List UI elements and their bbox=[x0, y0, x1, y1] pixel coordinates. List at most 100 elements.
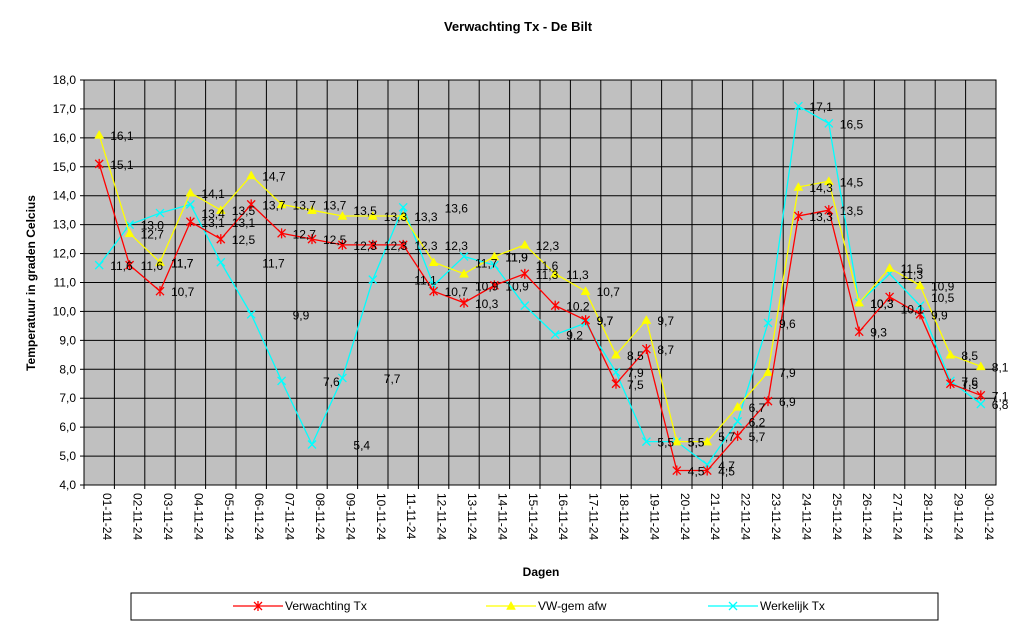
x-tick-label: 23-11-24 bbox=[769, 493, 783, 540]
data-label: 11,6 bbox=[536, 259, 559, 273]
x-tick-label: 27-11-24 bbox=[891, 493, 905, 540]
x-tick-label: 12-11-24 bbox=[435, 493, 449, 540]
legend-item: VW-gem afw bbox=[486, 599, 607, 613]
data-point bbox=[611, 367, 621, 377]
data-point bbox=[854, 326, 864, 337]
data-point bbox=[520, 301, 530, 311]
data-point bbox=[367, 210, 378, 220]
data-point bbox=[216, 257, 226, 267]
data-point bbox=[520, 268, 530, 279]
data-point bbox=[429, 286, 439, 297]
data-label: 5,5 bbox=[688, 436, 705, 450]
data-label: 5,5 bbox=[657, 436, 674, 450]
y-axis-title: Temperatuur in graden Celcius bbox=[24, 195, 38, 371]
data-point bbox=[793, 210, 803, 221]
data-label: 12,3 bbox=[384, 239, 408, 253]
data-point bbox=[915, 301, 925, 311]
data-label: 11,7 bbox=[171, 256, 194, 270]
x-tick-label: 17-11-24 bbox=[587, 493, 601, 540]
y-tick-label: 5,0 bbox=[59, 449, 76, 463]
data-label: 11,9 bbox=[505, 250, 528, 264]
data-label: 10,9 bbox=[931, 279, 955, 293]
data-label: 12,3 bbox=[536, 239, 560, 253]
data-point bbox=[246, 199, 256, 210]
data-point bbox=[155, 208, 165, 218]
data-point bbox=[824, 205, 834, 216]
data-label: 10,3 bbox=[870, 297, 894, 311]
x-tick-label: 08-11-24 bbox=[313, 493, 327, 540]
data-label: 10,1 bbox=[901, 303, 925, 317]
data-point bbox=[489, 280, 499, 291]
data-label: 13,3 bbox=[809, 210, 833, 224]
x-tick-label: 22-11-24 bbox=[739, 493, 753, 540]
data-label: 17,1 bbox=[809, 100, 833, 114]
data-label: 10,3 bbox=[870, 297, 894, 311]
y-tick-label: 13,0 bbox=[53, 218, 77, 232]
data-label: 6,8 bbox=[992, 398, 1009, 412]
data-point bbox=[307, 205, 317, 214]
y-tick-label: 18,0 bbox=[53, 73, 77, 87]
data-label: 13,7 bbox=[293, 198, 317, 212]
data-point bbox=[611, 349, 621, 359]
x-tick-label: 07-11-24 bbox=[283, 493, 297, 540]
x-tick-label: 25-11-24 bbox=[830, 493, 844, 540]
data-labels: 15,1 11,6 10,7 13,1 12,5 13,7 12,7 12,5 12,3 12,3… bbox=[110, 100, 1009, 479]
data-point bbox=[519, 239, 530, 249]
data-label: 9,9 bbox=[931, 308, 948, 322]
data-label: 11,3 bbox=[536, 268, 559, 282]
y-tick-label: 4,0 bbox=[59, 478, 76, 492]
data-label: 7,5 bbox=[961, 378, 978, 392]
data-point bbox=[702, 436, 713, 446]
x-tick-label: 06-11-24 bbox=[252, 493, 266, 540]
data-label: 12,5 bbox=[232, 233, 256, 247]
data-label: 7,6 bbox=[323, 375, 340, 389]
data-label: 12,3 bbox=[414, 239, 438, 253]
y-axis: 4,0 5,0 6,0 7,0 8,0 9,0 10,0 11,0 12,0 13,0 14,0 15… bbox=[53, 73, 84, 492]
x-tick-label: 03-11-24 bbox=[161, 493, 175, 540]
data-point bbox=[489, 251, 500, 261]
y-tick-label: 7,0 bbox=[59, 391, 76, 405]
legend-marker bbox=[506, 600, 516, 610]
data-point bbox=[185, 187, 196, 197]
y-tick-label: 14,0 bbox=[53, 189, 77, 203]
x-tick-label: 11-11-24 bbox=[404, 493, 418, 540]
data-label: 10,7 bbox=[445, 285, 469, 299]
data-point bbox=[671, 436, 682, 446]
gridlines bbox=[84, 80, 996, 485]
data-label: 4,7 bbox=[718, 459, 735, 473]
data-point bbox=[368, 275, 378, 285]
data-point bbox=[824, 118, 834, 128]
data-point bbox=[976, 399, 986, 409]
data-point bbox=[277, 228, 287, 239]
data-point bbox=[489, 260, 499, 270]
x-tick-label: 05-11-24 bbox=[222, 493, 236, 540]
data-label: 9,9 bbox=[293, 308, 310, 322]
data-label: 13,5 bbox=[840, 204, 864, 218]
x-axis: 01-11-24 02-11-24 03-11-24 04-11-24 05-11-24… bbox=[83, 485, 996, 540]
data-label: 9,6 bbox=[779, 317, 796, 331]
data-label: 13,0 bbox=[141, 219, 165, 233]
data-label: 11,9 bbox=[505, 250, 528, 264]
data-label: 11,6 bbox=[110, 259, 133, 273]
data-point bbox=[550, 330, 560, 340]
data-point bbox=[580, 286, 591, 295]
data-point bbox=[307, 440, 317, 449]
data-label: 8,5 bbox=[961, 349, 978, 363]
data-point bbox=[733, 430, 743, 441]
data-point bbox=[94, 129, 105, 139]
x-tick-label: 18-11-24 bbox=[617, 493, 631, 540]
data-label: 10,3 bbox=[475, 297, 499, 311]
data-label: 9,7 bbox=[657, 314, 674, 328]
y-tick-label: 6,0 bbox=[59, 420, 76, 434]
series-line bbox=[98, 163, 982, 472]
data-label: 13,4 bbox=[201, 207, 225, 221]
data-point bbox=[125, 260, 135, 271]
data-label: 4,5 bbox=[718, 465, 735, 479]
data-label: 10,5 bbox=[931, 291, 955, 305]
data-label: 6,7 bbox=[749, 401, 766, 415]
data-label: 11,3 bbox=[901, 268, 924, 282]
data-point bbox=[428, 257, 439, 266]
data-point bbox=[945, 349, 956, 359]
data-label: 5,5 bbox=[688, 436, 705, 450]
data-point bbox=[398, 202, 408, 212]
